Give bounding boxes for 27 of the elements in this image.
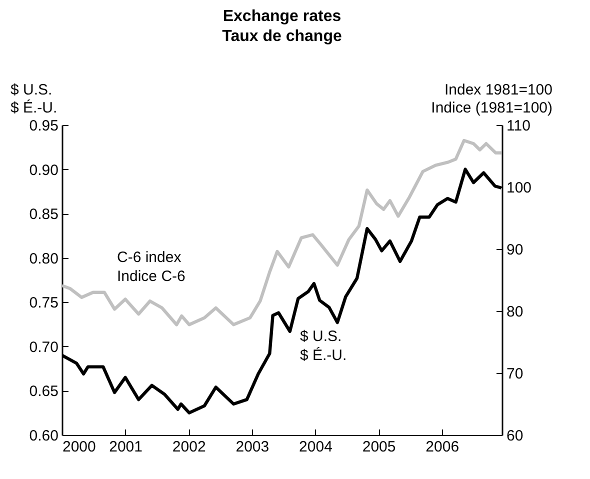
series-label: $ U.S. $ É.-U. [300, 328, 347, 364]
y-tick-label: 0.80 [29, 250, 58, 268]
y2-axis-title: Index 1981=100 Indice (1981=100) [431, 82, 552, 116]
chart-title: Exchange rates Taux de change [222, 8, 342, 45]
y-tick-label: 0.95 [29, 118, 58, 134]
y-tick-label: 0.70 [29, 338, 58, 356]
x-tick-label: 2003 [236, 438, 270, 456]
x-tick-label: 2001 [109, 438, 142, 456]
y-tick-label: 0.65 [29, 383, 58, 400]
x-tick-label: 2006 [426, 438, 460, 456]
y-axis-title: $ U.S. $ É.-U. [10, 82, 58, 116]
y2-tick-label: 100 [506, 180, 532, 196]
y-tick-label: 0.75 [29, 294, 58, 312]
y-tick-label: 0.85 [29, 206, 58, 224]
series-label: C-6 index Indice C-6 [117, 249, 186, 285]
x-tick-label: 2000 [62, 438, 96, 456]
y2-tick-label: 110 [506, 118, 530, 134]
x-tick-label: 2005 [362, 438, 396, 456]
y2-tick-label: 60 [506, 428, 524, 444]
y2-tick-label: 80 [506, 304, 524, 320]
line-series [62, 138, 502, 326]
x-tick-label: 2002 [172, 438, 206, 456]
y-tick-label: 0.60 [29, 428, 58, 444]
x-tick-label: 2004 [299, 438, 332, 456]
y-tick-label: 0.90 [29, 162, 58, 179]
y2-tick-label: 70 [506, 366, 524, 382]
y2-tick-label: 90 [506, 242, 524, 258]
